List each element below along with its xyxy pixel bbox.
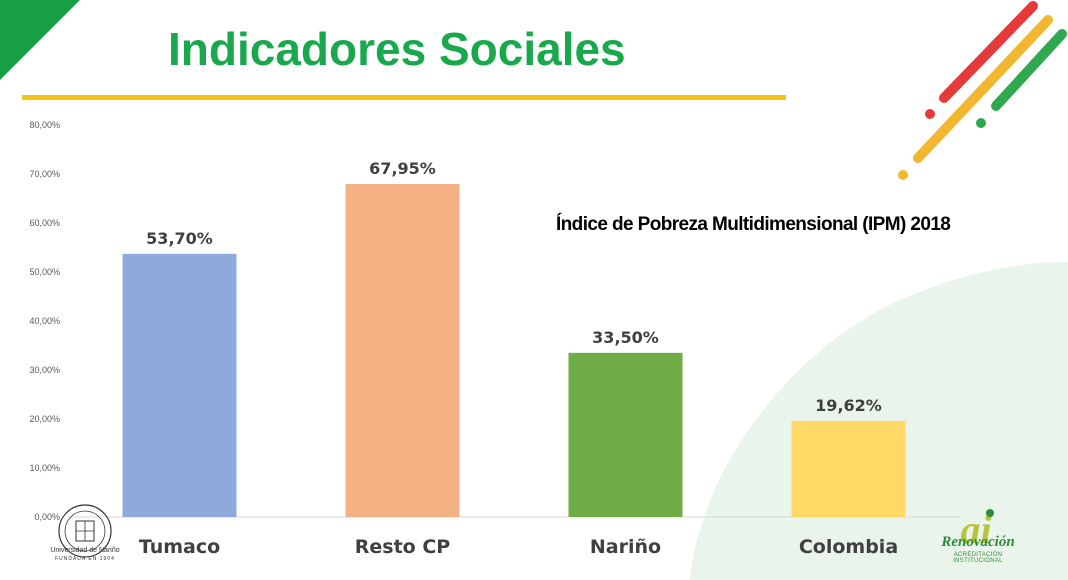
y-tick-label: 50,00%: [29, 267, 60, 277]
udenar-name: Universidad de Nariño: [50, 547, 120, 554]
bar-nari-o: [568, 352, 683, 517]
x-tick-label: Nariño: [590, 536, 661, 558]
bar-resto-cp: [345, 184, 460, 518]
data-label: 67,95%: [369, 159, 436, 178]
title-underline: [22, 95, 786, 100]
data-label: 53,70%: [146, 229, 213, 248]
y-tick-label: 20,00%: [29, 414, 60, 424]
corner-triangle: [0, 0, 80, 80]
slide-title: Indicadores Sociales: [168, 23, 626, 75]
y-tick-label: 30,00%: [29, 365, 60, 375]
udenar-founded: FUNDADA EN 1904: [55, 556, 115, 562]
y-tick-label: 60,00%: [29, 218, 60, 228]
x-tick-label: Resto CP: [355, 536, 451, 558]
universidad-narino-caption: Universidad de Nariño FUNDADA EN 1904: [40, 546, 130, 564]
bar-tumaco: [122, 253, 237, 517]
data-label: 33,50%: [592, 328, 659, 347]
y-tick-label: 40,00%: [29, 316, 60, 326]
x-tick-label: Colombia: [799, 536, 898, 558]
y-tick-label: 10,00%: [29, 463, 60, 473]
x-tick-label: Tumaco: [139, 536, 220, 558]
universidad-narino-seal-icon: [58, 504, 112, 558]
stripe-red: [939, 1, 1038, 103]
stripe-yellow-dot: [898, 170, 908, 180]
stripe-green: [991, 29, 1067, 111]
data-label: 19,62%: [815, 396, 882, 415]
stripe-yellow: [913, 15, 1053, 163]
chart-title: Índice de Pobreza Multidimensional (IPM)…: [556, 214, 951, 235]
y-tick-label: 80,00%: [29, 120, 60, 130]
stripe-green-dot: [976, 118, 986, 128]
renovacion-ai-logo-icon: ai: [960, 507, 994, 552]
stripe-red-dot: [925, 109, 935, 119]
bar-colombia: [791, 420, 906, 517]
y-tick-label: 0,00%: [34, 512, 60, 522]
renovacion-logo-text: Renovación: [941, 534, 1015, 550]
y-tick-label: 70,00%: [29, 169, 60, 179]
renovacion-logo-subtitle: ACREDITACIÓN INSTITUCIONAL: [953, 552, 1003, 564]
